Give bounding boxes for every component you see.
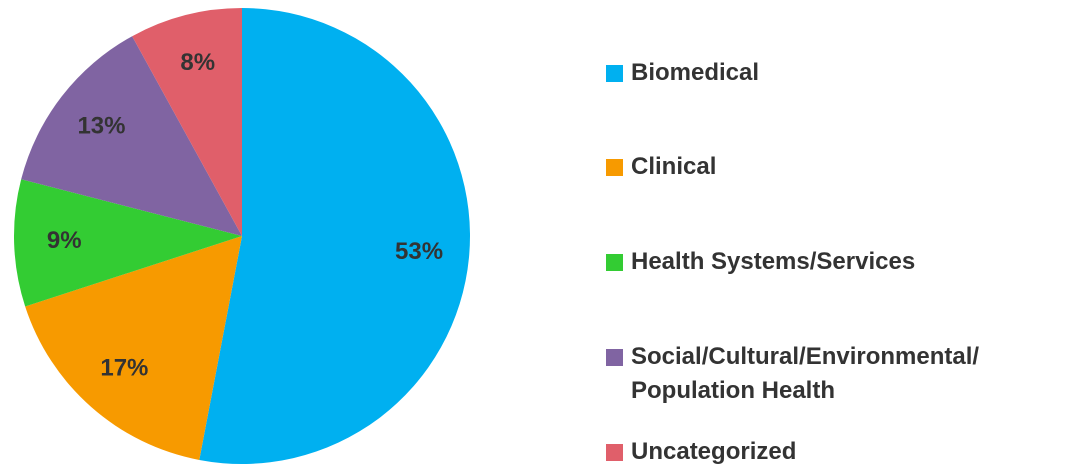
pie-slice [21,36,242,237]
legend-item: Clinical [606,153,1076,184]
pie-slice [199,8,471,464]
data-label: 13% [77,112,125,139]
data-label: 17% [100,355,148,382]
legend-swatch [606,65,623,82]
pie-slice [14,179,243,307]
legend-item: Health Systems/Services [606,248,1076,279]
legend-item: Social/Cultural/Environmental/ Populatio… [606,343,1076,408]
legend-label: Social/Cultural/Environmental/ Populatio… [631,343,980,404]
pie-area: 53% 17% 9% 13% 8% [14,7,471,464]
legend-label: Biomedical [631,59,760,86]
data-label: 8% [180,49,215,76]
legend-swatch [606,254,623,271]
legend-label: Uncategorized [631,438,797,465]
legend-item: Biomedical [606,59,1076,90]
pie-slice [25,236,242,460]
legend-item: Uncategorized [606,438,1076,465]
legend-label: Clinical [631,153,717,180]
legend-swatch [606,444,623,461]
data-label: 53% [395,238,443,265]
legend-swatch [606,349,623,366]
legend-label: Health Systems/Services [631,248,916,275]
data-label: 9% [47,227,82,254]
legend-swatch [606,159,623,176]
pie-slice [132,7,242,236]
